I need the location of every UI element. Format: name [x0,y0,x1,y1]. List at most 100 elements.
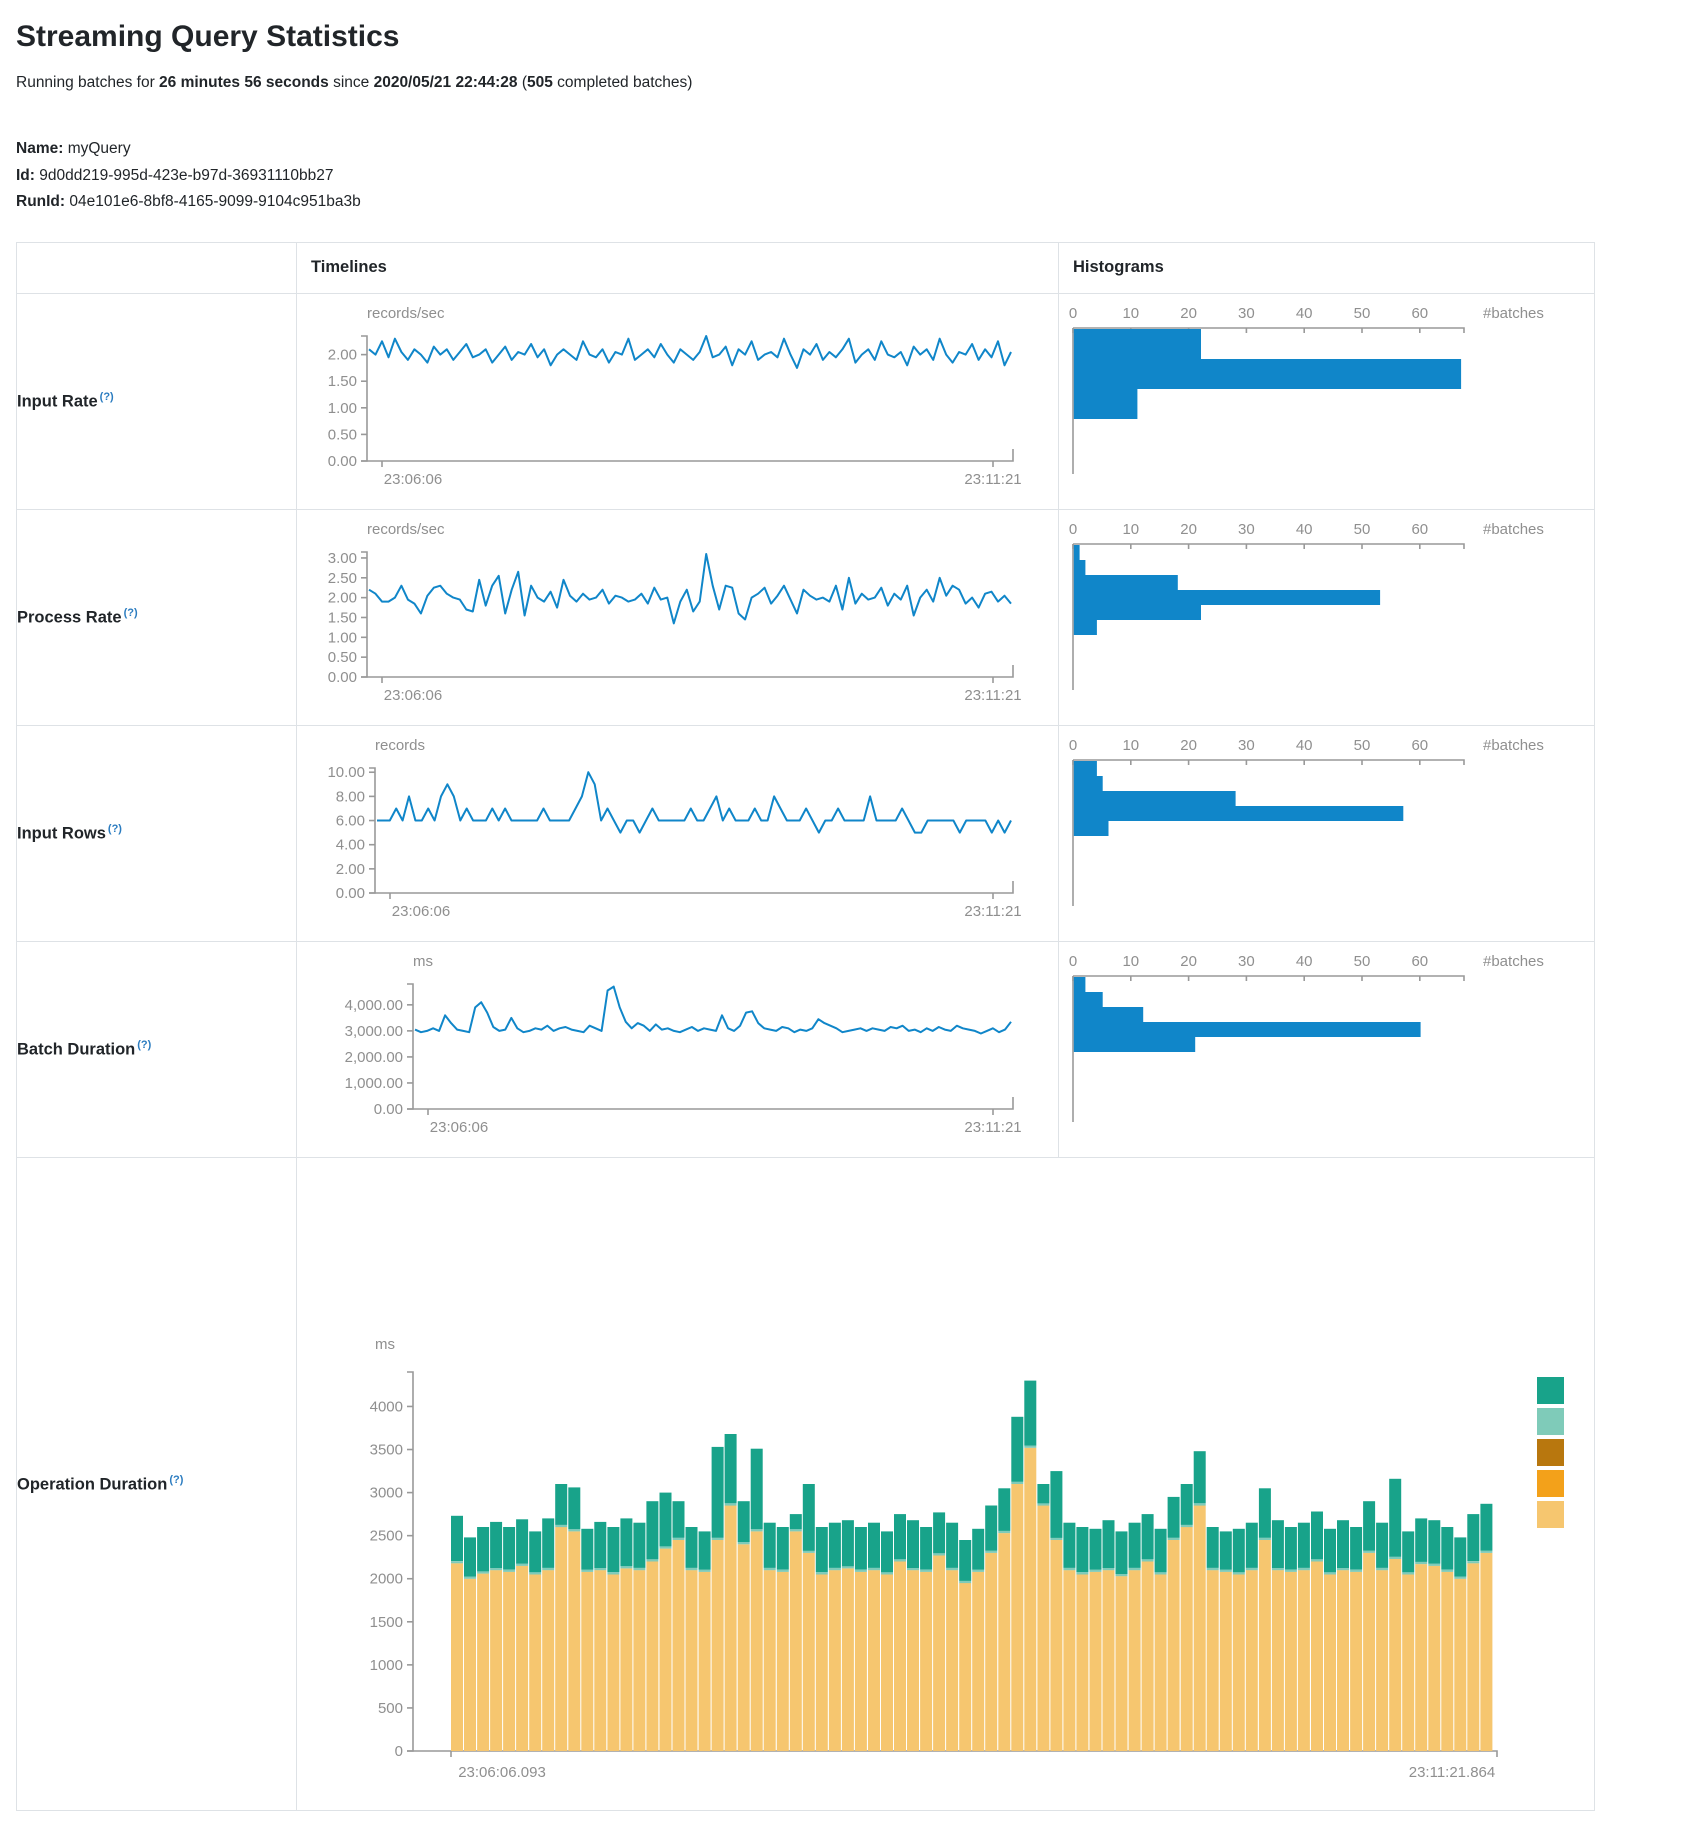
running-summary: Running batches for 26 minutes 56 second… [16,74,1693,92]
runid-label: RunId: [16,193,66,211]
svg-text:0.00: 0.00 [336,885,365,902]
input-rate-label: Input Rate [17,392,98,411]
summary-prefix: Running batches for [16,74,160,91]
summary-suffix: completed batches) [552,74,693,91]
batch-duration-timeline-chart: ms 4,000.00 3,000.00 2,000.00 1,000.00 0.00 23… [345,953,1022,1136]
input-rate-help-icon[interactable]: (?) [99,391,114,404]
svg-text:30: 30 [1238,305,1255,322]
svg-text:20: 20 [1180,737,1197,754]
process-rate-label-cell: Process Rate (?) [16,508,297,726]
batch-duration-label-cell: Batch Duration (?) [16,940,297,1158]
input-rate-timeline-chart: records/sec 2.00 1.50 1.00 0.50 0.00 23:06:06 2… [328,305,1022,488]
batch-duration-help-icon[interactable]: (?) [137,1039,152,1052]
svg-text:50: 50 [1354,737,1371,754]
summary-mid: since [328,74,374,91]
batch-duration-histogram-cell: 0 10 20 30 40 50 60 #batches [1058,940,1595,1158]
svg-text:40: 40 [1296,521,1313,538]
svg-text:0.00: 0.00 [328,453,357,470]
svg-text:60: 60 [1411,953,1428,970]
svg-text:20: 20 [1180,953,1197,970]
batch-duration-timeline-cell: ms 4,000.00 3,000.00 2,000.00 1,000.00 0.00 23… [296,940,1059,1158]
operation-duration-help-icon[interactable]: (?) [169,1473,184,1486]
svg-text:20: 20 [1180,521,1197,538]
svg-text:23:06:06: 23:06:06 [384,687,442,704]
query-runid-line: RunId: 04e101e6-8bf8-4165-9099-9104c951b… [16,189,1693,216]
svg-text:0.00: 0.00 [328,669,357,686]
svg-text:0: 0 [1069,737,1077,754]
table-header-row: Timelines Histograms [16,241,1595,294]
input-rows-timeline-chart: records 10.00 8.00 6.00 4.00 2.00 0.00 23:06:06… [327,737,1021,920]
svg-text:0: 0 [1069,953,1077,970]
query-id-line: Id: 9d0dd219-995d-423e-b97d-36931110bb27 [16,163,1693,190]
name-value: myQuery [67,140,131,157]
svg-text:20: 20 [1180,305,1197,322]
svg-text:23:11:21: 23:11:21 [964,903,1021,920]
summary-paren: ( [517,74,527,91]
operation-duration-stacked-chart: ms 4000 3500 3000 2500 2000 1500 1000 500 0 23:06:… [370,1336,1564,1781]
svg-text:1000: 1000 [370,1657,403,1674]
svg-text:0: 0 [1069,305,1077,322]
svg-text:0: 0 [395,1743,403,1760]
svg-text:23:11:21: 23:11:21 [964,687,1021,704]
svg-text:40: 40 [1296,953,1313,970]
input-rows-row: Input Rows (?) records 10.00 8.00 6.00 4.00 2.… [16,724,1595,942]
svg-text:records/sec: records/sec [367,521,445,538]
operation-duration-chart-cell: ms 4000 3500 3000 2500 2000 1500 1000 500 0 23:06:… [296,1156,1595,1811]
operation-duration-row: Operation Duration (?) ms 4000 3500 3000 2500… [16,1156,1595,1811]
svg-text:3,000.00: 3,000.00 [345,1023,403,1040]
input-rows-help-icon[interactable]: (?) [107,823,122,836]
svg-text:2.50: 2.50 [328,570,357,587]
process-rate-histogram-cell: 0 10 20 30 40 50 60 #batches [1058,508,1595,726]
batch-duration-histogram-chart: 0 10 20 30 40 50 60 #batches [1069,953,1544,1123]
svg-text:23:06:06.093: 23:06:06.093 [458,1764,546,1781]
svg-text:2.00: 2.00 [328,347,357,364]
svg-text:40: 40 [1296,305,1313,322]
start-timestamp: 2020/05/21 22:44:28 [373,74,518,91]
svg-text:2,000.00: 2,000.00 [345,1049,403,1066]
process-rate-row: Process Rate (?) records/sec 3.00 2.50 2.00 1… [16,508,1595,726]
page-title: Streaming Query Statistics [16,20,400,53]
svg-text:60: 60 [1411,521,1428,538]
svg-text:3500: 3500 [370,1441,403,1458]
svg-text:4000: 4000 [370,1398,403,1415]
svg-text:10.00: 10.00 [327,765,365,782]
svg-text:1.00: 1.00 [328,400,357,417]
svg-text:ms: ms [375,1336,395,1353]
input-rate-histogram-cell: 0 10 20 30 40 50 60 #batches [1058,292,1595,510]
process-rate-histogram-chart: 0 10 20 30 40 50 60 #batches [1069,521,1544,691]
input-rows-label: Input Rows [17,824,106,843]
svg-text:ms: ms [413,953,433,970]
process-rate-help-icon[interactable]: (?) [123,607,138,620]
svg-text:1.50: 1.50 [328,374,357,391]
svg-text:10: 10 [1122,521,1139,538]
header-empty [16,241,297,294]
input-rate-timeline-cell: records/sec 2.00 1.50 1.00 0.50 0.00 23:06:06 2… [296,292,1059,510]
svg-text:6.00: 6.00 [336,813,365,830]
completed-batches-count: 505 [526,74,553,91]
svg-text:10: 10 [1122,737,1139,754]
svg-text:0: 0 [1069,521,1077,538]
svg-text:0.00: 0.00 [374,1101,403,1118]
svg-text:10: 10 [1122,305,1139,322]
svg-text:2.00: 2.00 [336,861,365,878]
svg-text:30: 30 [1238,953,1255,970]
svg-text:4,000.00: 4,000.00 [345,997,403,1014]
input-rate-row: Input Rate (?) records/sec 2.00 1.50 1.00 0.5… [16,292,1595,510]
svg-text:2500: 2500 [370,1528,403,1545]
header-timelines: Timelines [296,241,1059,294]
svg-text:50: 50 [1354,305,1371,322]
batch-duration-row: Batch Duration (?) ms 4,000.00 3,000.00 2,00… [16,940,1595,1158]
input-rate-histogram-chart: 0 10 20 30 40 50 60 #batches [1069,305,1544,475]
svg-text:1.50: 1.50 [328,610,357,627]
svg-text:#batches: #batches [1483,953,1544,970]
svg-text:3.00: 3.00 [328,550,357,567]
input-rows-label-cell: Input Rows (?) [16,724,297,942]
batch-duration-label: Batch Duration [17,1040,136,1059]
svg-text:23:11:21: 23:11:21 [964,1119,1021,1136]
svg-text:23:11:21: 23:11:21 [964,471,1021,488]
svg-text:500: 500 [378,1700,403,1717]
svg-text:1500: 1500 [370,1614,403,1631]
name-label: Name: [16,140,64,157]
svg-text:2000: 2000 [370,1571,403,1588]
svg-text:8.00: 8.00 [336,789,365,806]
